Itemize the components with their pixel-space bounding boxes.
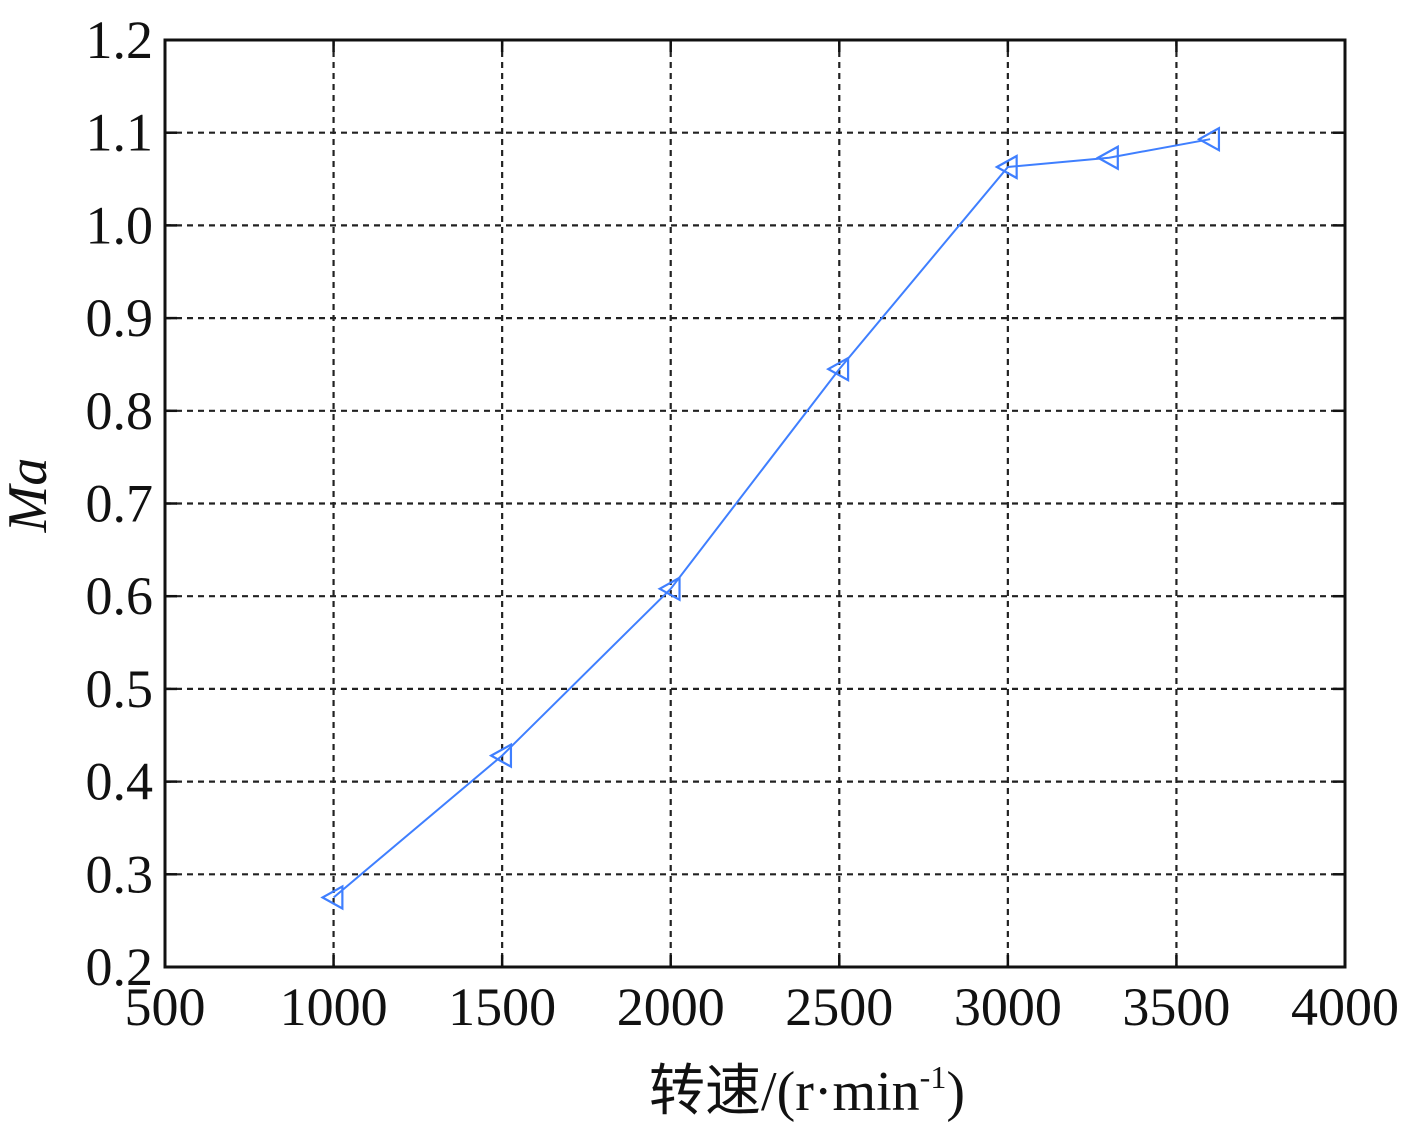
y-tick-label: 0.3 bbox=[86, 844, 154, 904]
y-tick-label: 0.7 bbox=[86, 474, 154, 534]
x-axis-ticks: 500 1000 1500 2000 2500 3000 3500 4000 bbox=[125, 40, 1400, 1037]
y-tick-label: 0.6 bbox=[86, 566, 154, 626]
series-line bbox=[334, 139, 1211, 897]
y-tick-label: 0.5 bbox=[86, 659, 154, 719]
y-tick-label: 1.2 bbox=[86, 10, 154, 70]
x-axis-title-main: 转速/( bbox=[649, 1061, 795, 1122]
x-axis-title-unit: r·min bbox=[795, 1061, 919, 1122]
y-axis-title: Ma bbox=[0, 458, 59, 534]
x-axis-title: 转速/(r·min-1) bbox=[649, 1059, 965, 1122]
x-tick-label: 3500 bbox=[1122, 977, 1230, 1037]
y-tick-label: 1.0 bbox=[86, 195, 154, 255]
x-tick-label: 1000 bbox=[280, 977, 388, 1037]
y-tick-label: 0.2 bbox=[86, 937, 154, 997]
x-axis-title-close: ) bbox=[946, 1061, 965, 1122]
x-tick-label: 3000 bbox=[954, 977, 1062, 1037]
x-tick-label: 4000 bbox=[1291, 977, 1399, 1037]
y-tick-label: 0.9 bbox=[86, 288, 154, 348]
y-tick-label: 0.4 bbox=[86, 752, 154, 812]
y-tick-label: 0.8 bbox=[86, 381, 154, 441]
x-tick-label: 2500 bbox=[785, 977, 893, 1037]
series bbox=[323, 128, 1219, 908]
y-tick-label: 1.1 bbox=[86, 103, 154, 163]
x-tick-label: 2000 bbox=[617, 977, 725, 1037]
x-axis-title-superscript: -1 bbox=[920, 1059, 947, 1095]
grid bbox=[165, 40, 1345, 967]
x-tick-label: 1500 bbox=[448, 977, 556, 1037]
